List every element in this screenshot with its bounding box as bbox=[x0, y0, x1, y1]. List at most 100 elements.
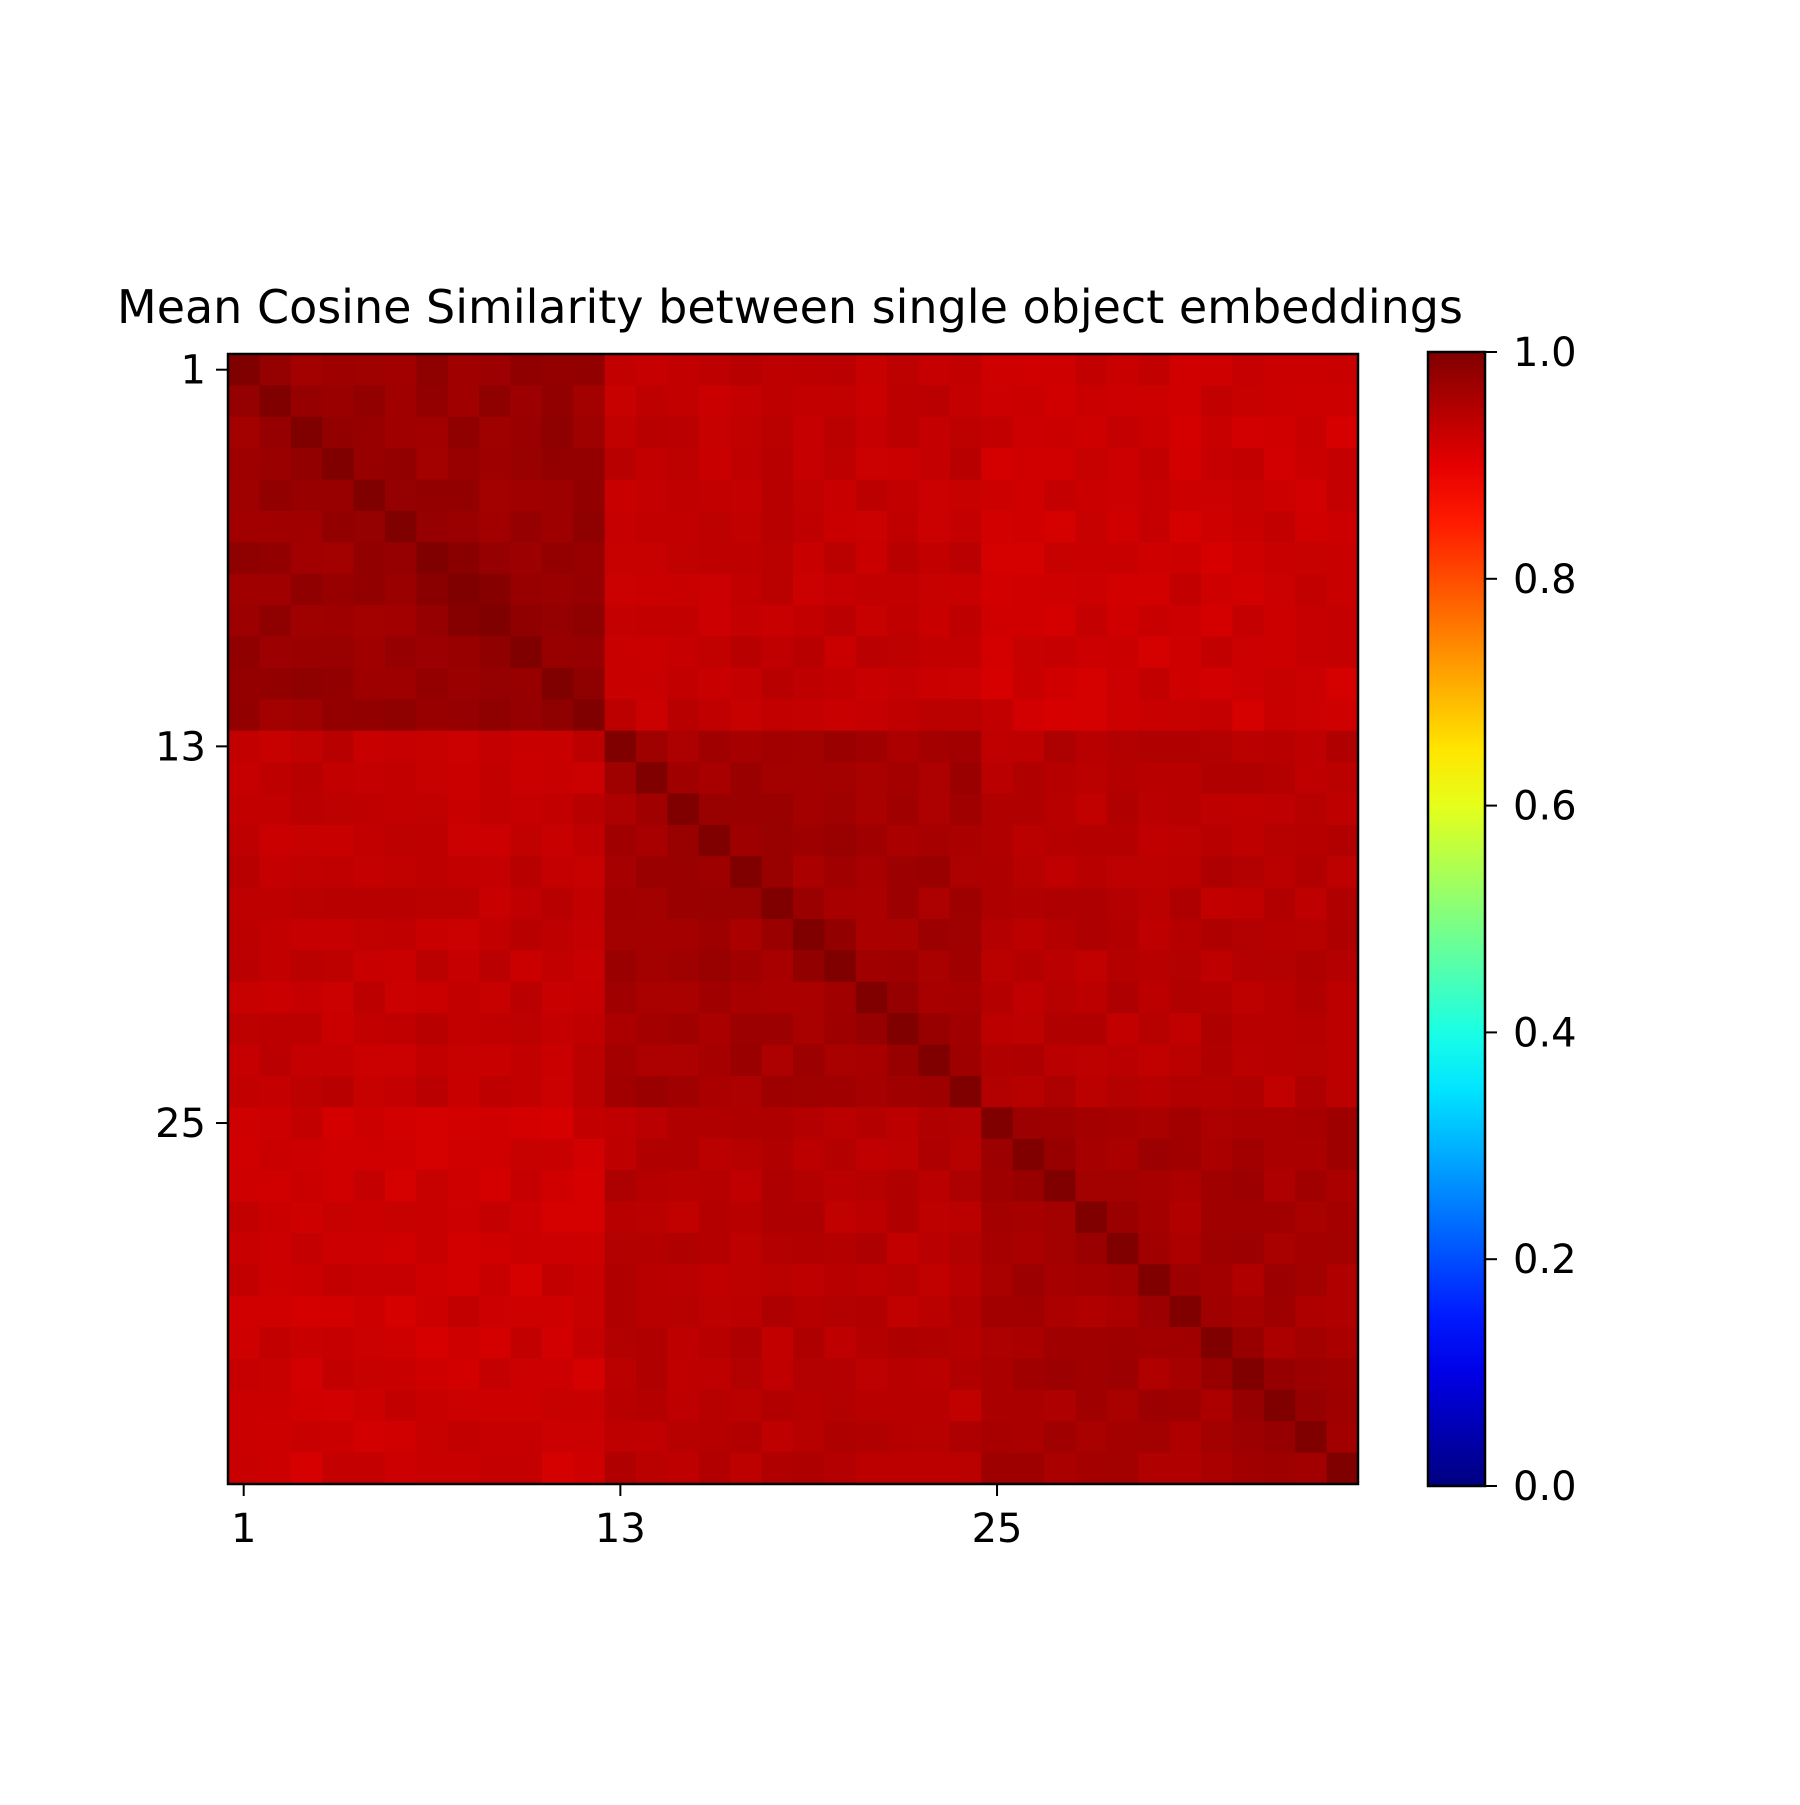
heatmap-cell bbox=[447, 510, 480, 543]
heatmap-cell bbox=[730, 1075, 763, 1108]
heatmap-cell bbox=[1232, 479, 1265, 512]
heatmap-cell bbox=[384, 1327, 417, 1360]
heatmap-cell bbox=[1075, 824, 1108, 857]
heatmap-cell bbox=[322, 1295, 355, 1328]
heatmap-cell bbox=[981, 981, 1014, 1014]
heatmap-cell bbox=[1075, 448, 1108, 481]
heatmap-cell bbox=[981, 1170, 1014, 1203]
heatmap-cell bbox=[573, 1452, 606, 1485]
heatmap-cell bbox=[322, 1232, 355, 1265]
heatmap-cell bbox=[949, 479, 982, 512]
heatmap-cell bbox=[636, 605, 669, 638]
heatmap-cell bbox=[322, 1327, 355, 1360]
heatmap-cell bbox=[479, 919, 512, 951]
heatmap-cell bbox=[573, 793, 606, 826]
heatmap-cell bbox=[667, 856, 700, 889]
heatmap-cell bbox=[510, 448, 543, 481]
heatmap-cell bbox=[384, 950, 417, 983]
heatmap-cell bbox=[761, 919, 794, 951]
heatmap-cell bbox=[1201, 1295, 1234, 1328]
heatmap-cell bbox=[384, 1389, 417, 1422]
heatmap-cell bbox=[698, 793, 731, 826]
heatmap-cell bbox=[604, 730, 637, 763]
heatmap-cell bbox=[1138, 448, 1171, 481]
heatmap-cell bbox=[667, 981, 700, 1014]
heatmap-cell bbox=[228, 605, 260, 638]
heatmap-cell bbox=[447, 1107, 480, 1140]
heatmap-cell bbox=[667, 699, 700, 732]
heatmap-cell bbox=[1326, 1327, 1359, 1360]
heatmap-cell bbox=[541, 1201, 574, 1234]
heatmap-cell bbox=[573, 950, 606, 983]
heatmap-cell bbox=[510, 950, 543, 983]
heatmap-cell bbox=[353, 416, 386, 449]
heatmap-cell bbox=[290, 605, 323, 638]
heatmap-cell bbox=[887, 636, 920, 669]
heatmap-cell bbox=[1106, 636, 1139, 669]
heatmap-cell bbox=[228, 824, 260, 857]
heatmap-cell bbox=[228, 1295, 260, 1328]
heatmap-cell bbox=[447, 699, 480, 732]
heatmap-cell bbox=[228, 1201, 260, 1234]
heatmap-cell bbox=[1326, 950, 1359, 983]
heatmap-cell bbox=[1138, 1138, 1171, 1171]
heatmap-cell bbox=[887, 919, 920, 951]
heatmap-cell bbox=[667, 1389, 700, 1422]
heatmap-cell bbox=[1012, 1013, 1045, 1046]
heatmap-cell bbox=[322, 1201, 355, 1234]
heatmap-cell bbox=[1106, 479, 1139, 512]
heatmap-cell bbox=[667, 1232, 700, 1265]
heatmap-cell bbox=[510, 542, 543, 575]
heatmap-cell bbox=[290, 573, 323, 606]
heatmap-cell bbox=[698, 1264, 731, 1297]
heatmap-cell bbox=[604, 981, 637, 1014]
heatmap-cell bbox=[322, 1389, 355, 1422]
heatmap-cell bbox=[479, 479, 512, 512]
heatmap-cell bbox=[667, 1138, 700, 1171]
heatmap-cell bbox=[855, 1013, 888, 1046]
heatmap-cell bbox=[604, 699, 637, 732]
heatmap-cell bbox=[824, 510, 857, 543]
heatmap-cell bbox=[1075, 1138, 1108, 1171]
heatmap-cell bbox=[416, 824, 449, 857]
heatmap-cell bbox=[1201, 1170, 1234, 1203]
heatmap-cell bbox=[730, 448, 763, 481]
heatmap-cell bbox=[1232, 1295, 1265, 1328]
heatmap-cell bbox=[447, 479, 480, 512]
heatmap-cell bbox=[730, 1138, 763, 1171]
heatmap-cell bbox=[1012, 793, 1045, 826]
heatmap-cell bbox=[604, 1075, 637, 1108]
heatmap-cell bbox=[479, 1107, 512, 1140]
heatmap-cell bbox=[1106, 1232, 1139, 1265]
heatmap-cell bbox=[636, 1013, 669, 1046]
heatmap-cell bbox=[1326, 856, 1359, 889]
heatmap-cell bbox=[761, 1327, 794, 1360]
heatmap-cell bbox=[667, 824, 700, 857]
colorbar-tick-label: 0.8 bbox=[1513, 557, 1577, 603]
heatmap-cell bbox=[541, 1452, 574, 1485]
heatmap-cell bbox=[447, 605, 480, 638]
heatmap-cell bbox=[636, 887, 669, 920]
heatmap-cell bbox=[447, 1201, 480, 1234]
heatmap-cell bbox=[824, 919, 857, 951]
heatmap-cell bbox=[949, 605, 982, 638]
heatmap-cell bbox=[541, 542, 574, 575]
heatmap-cell bbox=[793, 793, 825, 826]
heatmap-cell bbox=[228, 448, 260, 481]
heatmap-cell bbox=[667, 1358, 700, 1391]
heatmap-cell bbox=[730, 1201, 763, 1234]
heatmap-cell bbox=[228, 981, 260, 1014]
heatmap-cell bbox=[541, 1295, 574, 1328]
heatmap-cell bbox=[730, 636, 763, 669]
heatmap-cell bbox=[824, 636, 857, 669]
heatmap-cell bbox=[259, 510, 292, 543]
heatmap-cell bbox=[259, 730, 292, 763]
heatmap-cell bbox=[981, 1389, 1014, 1422]
heatmap-cell bbox=[1012, 1327, 1045, 1360]
heatmap-cell bbox=[1201, 699, 1234, 732]
heatmap-cell bbox=[259, 950, 292, 983]
heatmap-cell bbox=[730, 1170, 763, 1203]
heatmap-cell bbox=[510, 605, 543, 638]
heatmap-cell bbox=[353, 1295, 386, 1328]
heatmap-cell bbox=[1326, 1421, 1359, 1454]
